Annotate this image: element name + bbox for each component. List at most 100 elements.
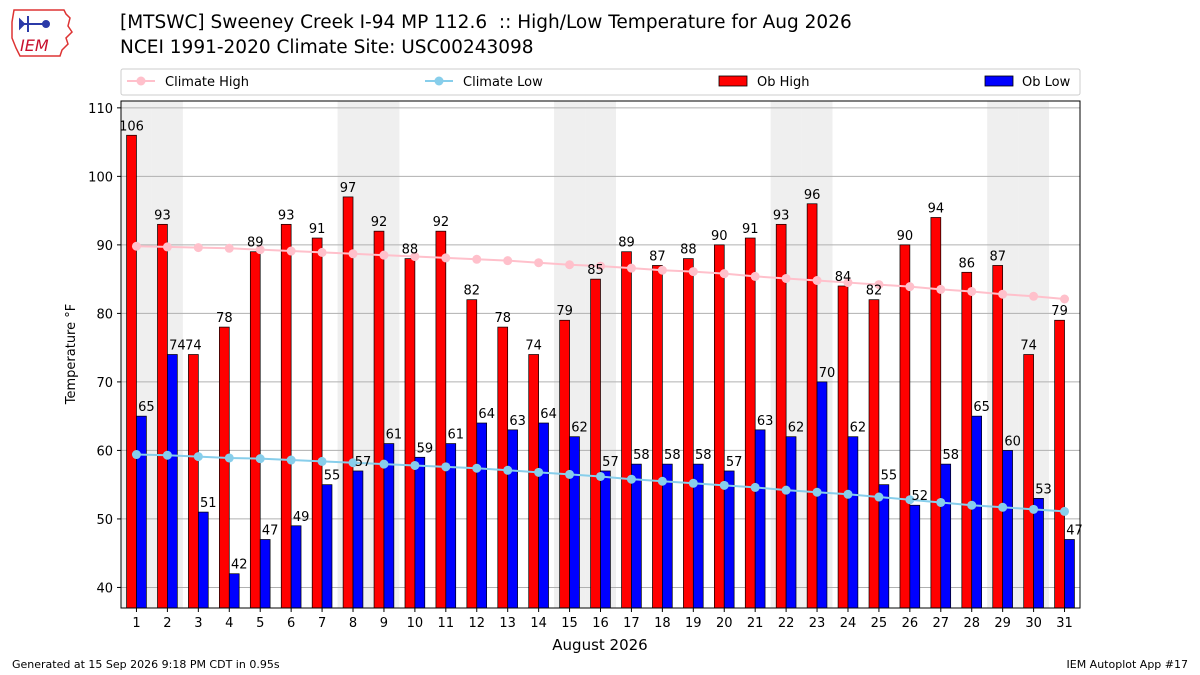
y-axis-label: Temperature °F [64,304,79,405]
legend-entry-climate-high: Climate High [127,75,249,90]
x-tick-label-10: 10 [407,616,424,631]
label-high-4: 78 [216,311,233,326]
label-low-26: 52 [912,489,929,504]
bar-high-7 [311,237,323,609]
point-climate-high-18 [657,265,667,275]
point-climate-high-1 [131,241,141,251]
y-tick-label-110: 110 [88,102,113,117]
label-high-12: 82 [464,284,481,299]
legend-entry-climate-low: Climate Low [425,75,543,90]
y-axis: 40 50 60 70 80 90 100 110 [88,102,121,596]
x-tick-label-30: 30 [1025,616,1042,631]
bar-low-18 [662,463,673,609]
point-climate-high-12 [472,254,482,264]
point-climate-high-6 [286,246,296,256]
label-low-15: 62 [571,421,588,436]
label-high-9: 92 [371,215,388,230]
legend-label-ob-high: Ob High [757,75,810,90]
point-climate-high-15 [565,260,575,270]
x-tick-label-29: 29 [994,616,1011,631]
label-high-10: 88 [402,243,419,258]
x-tick-label-31: 31 [1056,616,1073,631]
bar-low-29 [1002,450,1013,609]
label-high-6: 93 [278,208,295,223]
point-climate-high-28 [967,286,977,296]
label-low-23: 70 [819,366,836,381]
point-climate-high-30 [1029,291,1039,301]
label-low-1: 65 [138,400,155,415]
label-low-8: 57 [355,455,372,470]
bar-high-6 [280,223,292,609]
label-high-22: 93 [773,208,790,223]
bar-high-14 [528,354,539,609]
iowa-outline-shape [11,9,73,57]
point-climate-low-5 [255,454,265,464]
label-high-30: 74 [1020,339,1037,354]
bar-low-30 [1033,498,1044,609]
point-climate-low-15 [565,469,575,479]
point-climate-low-13 [503,465,513,475]
x-tick-label-5: 5 [256,616,264,631]
x-tick-label-17: 17 [623,616,640,631]
label-high-25: 82 [866,284,883,299]
point-climate-low-21 [750,482,760,492]
x-tick-label-23: 23 [809,616,826,631]
bar-high-17 [621,251,632,609]
point-climate-high-19 [688,267,698,277]
point-climate-high-10 [410,252,420,262]
bar-high-9 [373,230,385,609]
x-tick-label-7: 7 [318,616,326,631]
legend-entry-ob-high: Ob High [718,75,810,90]
data-labels: 106 93 74 78 89 93 91 97 92 88 92 82 78 74 79 85 89 87 88 9… [119,119,1083,572]
label-high-18: 87 [649,249,666,264]
point-climate-high-26 [905,282,915,292]
label-low-14: 64 [540,407,557,422]
point-climate-low-10 [410,460,420,470]
bar-low-4 [228,573,240,609]
point-climate-low-24 [843,489,853,499]
x-tick-label-3: 3 [194,616,202,631]
label-low-13: 63 [509,414,526,429]
x-tick-label-28: 28 [963,616,980,631]
label-high-3: 74 [185,339,202,354]
bar-low-7 [321,484,333,609]
point-climate-low-22 [781,485,791,495]
label-low-21: 63 [757,414,774,429]
label-low-2: 74 [169,339,186,354]
x-tick-label-1: 1 [132,616,140,631]
x-tick-label-16: 16 [592,616,609,631]
bar-high-28 [961,271,973,609]
point-climate-low-7 [317,456,327,466]
label-high-20: 90 [711,229,728,244]
bar-low-26 [909,504,921,609]
legend: Climate High Climate Low Ob High Ob Low [120,68,1081,96]
label-low-30: 53 [1035,482,1052,497]
bar-high-23 [806,203,818,609]
bar-high-21 [744,237,756,609]
point-climate-low-25 [874,492,884,502]
climate-lines [131,241,1070,516]
bar-low-27 [940,463,952,609]
bar-low-13 [507,429,518,609]
x-tick-label-9: 9 [380,616,388,631]
point-climate-low-19 [688,478,698,488]
bar-low-14 [538,422,549,609]
label-high-14: 74 [525,339,542,354]
iem-logo: IEM [11,9,73,57]
bar-low-17 [631,463,642,609]
x-tick-label-8: 8 [349,616,357,631]
label-low-16: 57 [602,455,619,470]
point-climate-low-20 [719,480,729,490]
bar-low-10 [414,456,426,609]
bar-low-5 [259,539,271,609]
label-low-20: 57 [726,455,743,470]
label-low-5: 47 [262,523,279,538]
chart-title-line2: NCEI 1991-2020 Climate Site: USC00243098 [120,37,534,58]
bar-high-31 [1054,319,1065,609]
point-climate-low-30 [1029,504,1039,514]
point-climate-high-13 [503,256,513,266]
point-climate-high-21 [750,271,760,281]
y-tick-label-40: 40 [96,581,113,596]
x-tick-label-14: 14 [530,616,547,631]
point-climate-low-12 [472,463,482,473]
